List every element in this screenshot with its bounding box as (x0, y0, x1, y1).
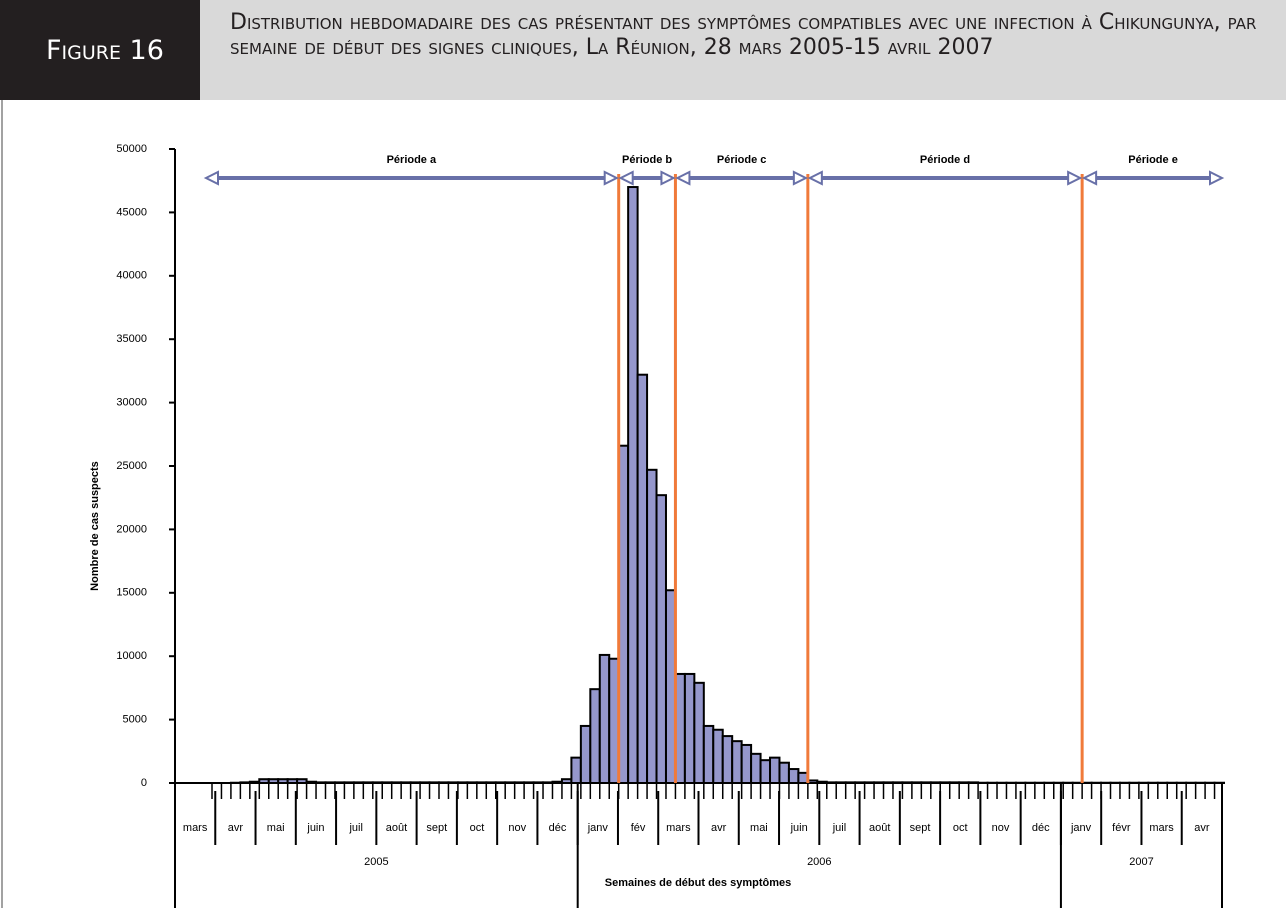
y-tick-label: 15000 (116, 587, 147, 599)
y-tick-label: 25000 (116, 460, 147, 472)
arrow-head (807, 170, 823, 186)
month-label: fév (631, 822, 646, 834)
y-tick-label: 0 (141, 777, 147, 789)
y-tick-label: 5000 (123, 714, 147, 726)
bar (769, 756, 781, 785)
bar (740, 743, 753, 785)
bar (721, 735, 734, 784)
month-label: août (386, 822, 407, 834)
month-label: déc (549, 822, 567, 834)
figure-label: Figure 16 (0, 0, 200, 100)
y-tick-label: 40000 (116, 270, 147, 282)
month-label: mars (1149, 822, 1174, 834)
x-axis-label: Semaines de début des symptômes (605, 877, 791, 889)
month-label: sept (910, 822, 931, 834)
bar (646, 468, 658, 784)
month-label: sept (426, 822, 447, 834)
bar (712, 728, 724, 785)
arrow-head (203, 170, 219, 186)
arrow-head (1067, 170, 1083, 186)
bar (787, 768, 800, 785)
arrow-head (1081, 170, 1098, 186)
bar (579, 724, 592, 785)
bar (598, 653, 611, 784)
bar (683, 672, 696, 785)
month-label: janv (1070, 822, 1092, 834)
period-label: Période b (622, 154, 672, 166)
year-label: 2006 (807, 856, 831, 868)
period-label: Période e (1128, 154, 1178, 166)
month-label: oct (470, 822, 485, 834)
chart: Nombre de cas suspects Semaines de début… (1, 100, 1226, 908)
bar (636, 373, 649, 784)
month-label: août (869, 822, 890, 834)
y-tick-label: 30000 (116, 397, 147, 409)
bar (778, 761, 790, 784)
arrow-head (792, 170, 809, 186)
month-label: avr (1194, 822, 1210, 834)
y-tick-label: 10000 (116, 650, 147, 662)
chart-title: Distribution hebdomadaire des cas présen… (200, 0, 1286, 100)
bar (655, 494, 667, 784)
month-label: nov (508, 822, 526, 834)
year-label: 2007 (1129, 856, 1153, 868)
y-tick-label: 45000 (116, 206, 147, 218)
y-axis-label: Nombre de cas suspects (89, 461, 101, 591)
month-label: mai (267, 822, 285, 834)
month-label: juin (790, 822, 808, 834)
bar (693, 681, 705, 784)
month-label: janv (587, 822, 609, 834)
month-label: juil (348, 822, 362, 834)
bar (589, 688, 601, 785)
month-label: mai (750, 822, 768, 834)
bar (702, 724, 715, 785)
month-label: oct (953, 822, 968, 834)
month-label: avr (228, 822, 244, 834)
month-label: mars (666, 822, 691, 834)
arrow-head (603, 170, 619, 186)
bar (759, 759, 772, 785)
arrow-head (1209, 170, 1225, 186)
year-label: 2005 (364, 856, 388, 868)
month-label: mars (183, 822, 208, 834)
y-tick-label: 35000 (116, 333, 147, 345)
y-tick-label: 20000 (116, 523, 147, 535)
month-label: déc (1032, 822, 1050, 834)
period-label: Période d (920, 154, 970, 166)
arrow-head (618, 170, 634, 186)
period-label: Période a (387, 154, 437, 166)
month-label: juil (832, 822, 846, 834)
arrow-head (675, 170, 691, 186)
month-label: juin (306, 822, 324, 834)
month-label: févr (1112, 822, 1131, 834)
arrow-head (660, 170, 676, 186)
period-label: Période c (717, 154, 767, 166)
month-label: nov (992, 822, 1010, 834)
bar (750, 752, 762, 784)
bar (570, 756, 582, 785)
bar (627, 186, 639, 785)
bar (731, 740, 743, 785)
y-tick-label: 50000 (116, 143, 147, 155)
month-label: avr (711, 822, 727, 834)
